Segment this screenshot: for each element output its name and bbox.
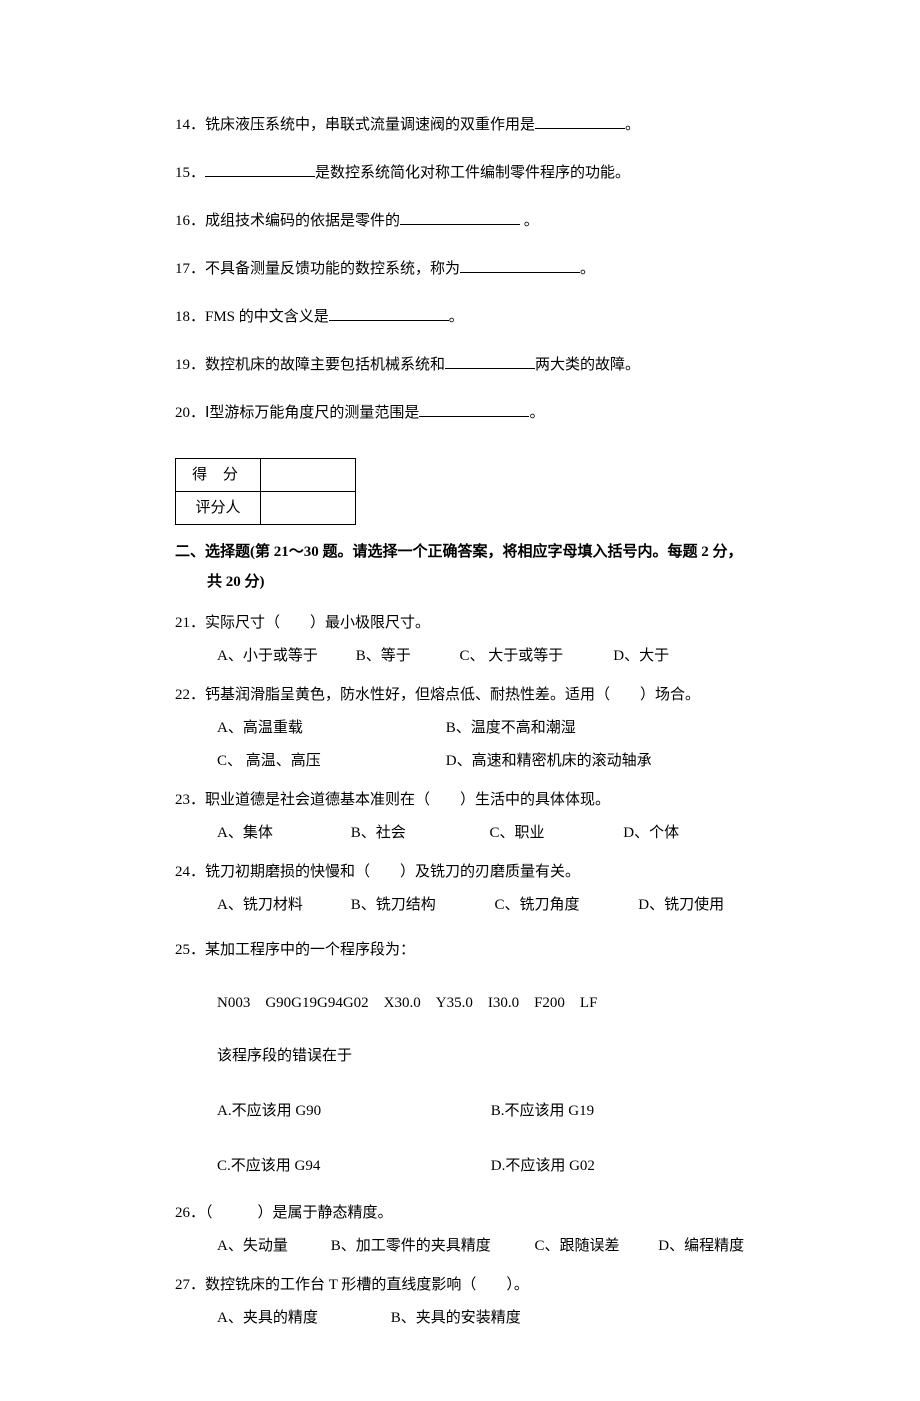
q25: 25．某加工程序中的一个程序段为： N003 G90G19G94G02 X30.… (175, 934, 745, 1183)
q24-stem: 24．铣刀初期磨损的快慢和（ ）及铣刀的刃磨质量有关。 (175, 856, 745, 889)
q17-blank[interactable] (460, 255, 580, 273)
fill-18: 18．FMS 的中文含义是 。 (175, 302, 745, 332)
fill-blank-list: 14．铣床液压系统中，串联式流量调速阀的双重作用是。 15．是数控系统简化对称工… (175, 110, 745, 428)
q17-suffix: 。 (580, 261, 595, 277)
q21-C[interactable]: C、 大于或等于 (460, 640, 610, 673)
q24: 24．铣刀初期磨损的快慢和（ ）及铣刀的刃磨质量有关。 A、铣刀材料 B、铣刀结… (175, 856, 745, 922)
q26-C[interactable]: C、跟随误差 (535, 1230, 655, 1263)
q19-suffix: 两大类的故障。 (535, 357, 640, 373)
q21-stem: 21．实际尺寸（ ）最小极限尺寸。 (175, 607, 745, 640)
q15-blank[interactable] (205, 159, 315, 177)
q26: 26．（ ）是属于静态精度。 A、失动量 B、加工零件的夹具精度 C、跟随误差 … (175, 1197, 745, 1263)
q22-stem: 22．钙基润滑脂呈黄色，防水性好，但熔点低、耐热性差。适用（ ）场合。 (175, 679, 745, 712)
q25-A[interactable]: A.不应该用 G90 (217, 1095, 487, 1128)
q25-opts: A.不应该用 G90 B.不应该用 G19 C.不应该用 G94 D.不应该用 … (175, 1095, 745, 1183)
q21-B[interactable]: B、等于 (356, 640, 456, 673)
grader-label: 评分人 (176, 492, 261, 525)
q17-num: 17 (175, 261, 190, 277)
q25-stem: 25．某加工程序中的一个程序段为： (175, 934, 745, 967)
section-2-header: 二、选择题(第 21～30 题。请选择一个正确答案，将相应字母填入括号内。每题 … (175, 537, 745, 597)
q18-text: ．FMS 的中文含义是 (190, 309, 329, 325)
q22-A[interactable]: A、高温重载 (217, 712, 442, 745)
q21-D[interactable]: D、大于 (613, 640, 669, 673)
q14-text: ．铣床液压系统中，串联式流量调速阀的双重作用是 (190, 117, 535, 133)
q19-text: ．数控机床的故障主要包括机械系统和 (190, 357, 445, 373)
q23-B[interactable]: B、社会 (351, 817, 486, 850)
q15-prefix: ． (190, 165, 205, 181)
q25-hint: 该程序段的错误在于 (175, 1040, 745, 1073)
q27-opts: A、夹具的精度 B、夹具的安装精度 (175, 1302, 745, 1335)
q22-opts-row2: C、 高温、高压 D、高速和精密机床的滚动轴承 (175, 745, 745, 778)
q23-C[interactable]: C、职业 (490, 817, 620, 850)
q16-text: ．成组技术编码的依据是零件的 (190, 213, 400, 229)
fill-15: 15． 是数控系统简化对称工件编制零件程序的功能。 (175, 158, 745, 188)
score-label: 得 分 (176, 459, 261, 492)
q27-B[interactable]: B、夹具的安装精度 (391, 1302, 521, 1335)
q21-A[interactable]: A、小于或等于 (217, 640, 352, 673)
q26-D[interactable]: D、编程精度 (658, 1230, 744, 1263)
q16-suffix: 。 (520, 213, 539, 229)
q24-B[interactable]: B、铣刀结构 (351, 889, 491, 922)
q14-blank[interactable] (535, 111, 625, 129)
q23-A[interactable]: A、集体 (217, 817, 347, 850)
q25-code: N003 G90G19G94G02 X30.0 Y35.0 I30.0 F200… (175, 987, 745, 1020)
q15-suffix: 是数控系统简化对称工件编制零件程序的功能。 (315, 165, 630, 181)
q14-suffix: 。 (625, 117, 640, 133)
q15-num: 15 (175, 165, 190, 181)
q20-num: 20 (175, 405, 190, 421)
score-table: 得 分 评分人 (175, 458, 356, 525)
q27-stem: 27．数控铣床的工作台 T 形槽的直线度影响（ ）。 (175, 1269, 745, 1302)
q16-blank[interactable] (400, 207, 520, 225)
q20-text: ．Ⅰ型游标万能角度尺的测量范围是 (190, 405, 419, 421)
q21: 21．实际尺寸（ ）最小极限尺寸。 A、小于或等于 B、等于 C、 大于或等于 … (175, 607, 745, 673)
q20-blank[interactable] (419, 399, 529, 417)
q26-B[interactable]: B、加工零件的夹具精度 (331, 1230, 531, 1263)
q25-C[interactable]: C.不应该用 G94 (217, 1150, 487, 1183)
fill-19: 19．数控机床的故障主要包括机械系统和 两大类的故障。 (175, 350, 745, 380)
q17-text: ．不具备测量反馈功能的数控系统，称为 (190, 261, 460, 277)
q26-stem: 26．（ ）是属于静态精度。 (175, 1197, 745, 1230)
q24-opts: A、铣刀材料 B、铣刀结构 C、铣刀角度 D、铣刀使用 (175, 889, 745, 922)
section-2-title: 二、选择题(第 21～30 题。请选择一个正确答案，将相应字母填入括号内。每题 … (175, 544, 743, 560)
q23-opts: A、集体 B、社会 C、职业 D、个体 (175, 817, 745, 850)
grader-value[interactable] (261, 492, 356, 525)
q22-opts-row1: A、高温重载 B、温度不高和潮湿 (175, 712, 745, 745)
q27-A[interactable]: A、夹具的精度 (217, 1302, 387, 1335)
q23-D[interactable]: D、个体 (623, 817, 679, 850)
q18-num: 18 (175, 309, 190, 325)
q23-stem: 23．职业道德是社会道德基本准则在（ ）生活中的具体体现。 (175, 784, 745, 817)
score-value[interactable] (261, 459, 356, 492)
q25-D[interactable]: D.不应该用 G02 (491, 1150, 595, 1183)
fill-16: 16．成组技术编码的依据是零件的 。 (175, 206, 745, 236)
q22-B[interactable]: B、温度不高和潮湿 (446, 712, 576, 745)
q18-suffix: 。 (449, 309, 464, 325)
q14-num: 14 (175, 117, 190, 133)
q23: 23．职业道德是社会道德基本准则在（ ）生活中的具体体现。 A、集体 B、社会 … (175, 784, 745, 850)
q22-D[interactable]: D、高速和精密机床的滚动轴承 (446, 745, 652, 778)
q26-opts: A、失动量 B、加工零件的夹具精度 C、跟随误差 D、编程精度 (175, 1230, 745, 1263)
fill-17: 17．不具备测量反馈功能的数控系统，称为 。 (175, 254, 745, 284)
q21-opts: A、小于或等于 B、等于 C、 大于或等于 D、大于 (175, 640, 745, 673)
q19-num: 19 (175, 357, 190, 373)
q26-A[interactable]: A、失动量 (217, 1230, 327, 1263)
q27: 27．数控铣床的工作台 T 形槽的直线度影响（ ）。 A、夹具的精度 B、夹具的… (175, 1269, 745, 1335)
fill-14: 14．铣床液压系统中，串联式流量调速阀的双重作用是 。 (175, 110, 745, 140)
q24-D[interactable]: D、铣刀使用 (638, 889, 724, 922)
fill-20: 20．Ⅰ型游标万能角度尺的测量范围是 。 (175, 398, 745, 428)
q24-C[interactable]: C、铣刀角度 (495, 889, 635, 922)
q24-A[interactable]: A、铣刀材料 (217, 889, 347, 922)
q25-B[interactable]: B.不应该用 G19 (491, 1095, 594, 1128)
q19-blank[interactable] (445, 351, 535, 369)
q22: 22．钙基润滑脂呈黄色，防水性好，但熔点低、耐热性差。适用（ ）场合。 A、高温… (175, 679, 745, 778)
q16-num: 16 (175, 213, 190, 229)
q22-C[interactable]: C、 高温、高压 (217, 745, 442, 778)
q18-blank[interactable] (329, 303, 449, 321)
section-2-title2: 共 20 分) (175, 567, 745, 597)
q20-suffix: 。 (529, 405, 544, 421)
